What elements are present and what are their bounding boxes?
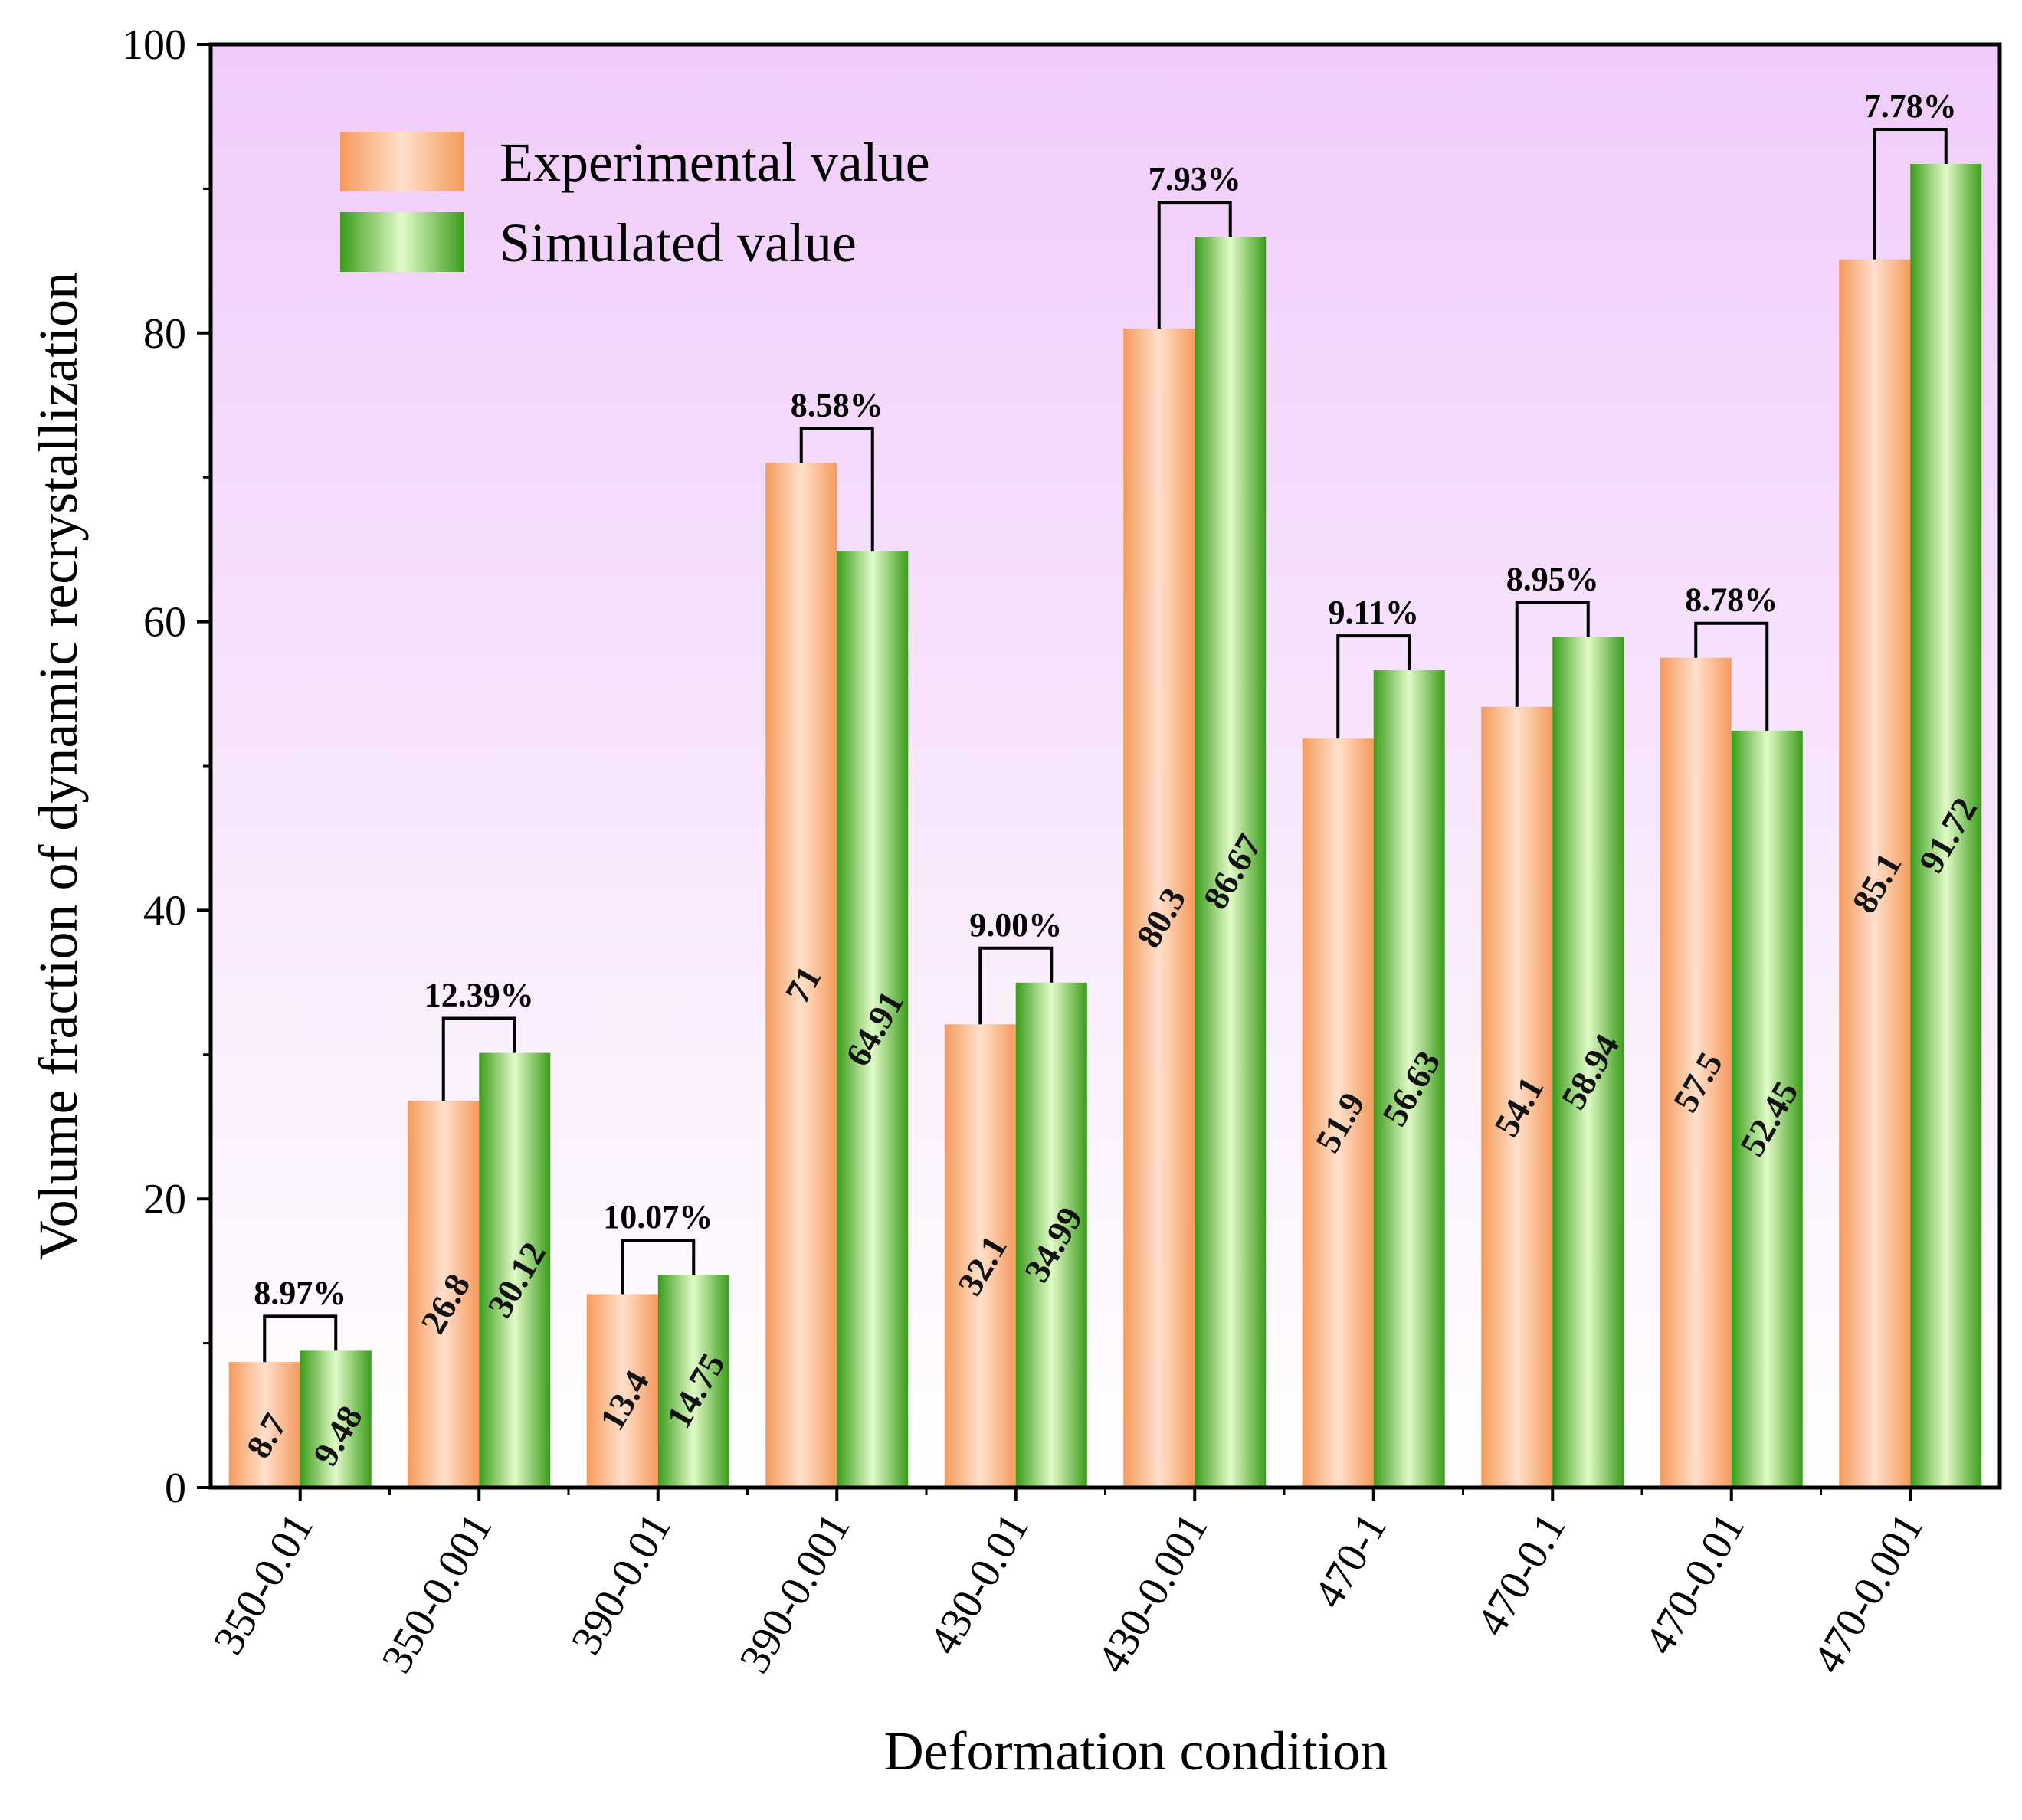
error-bracket [799,427,874,552]
experimental-bar [586,1294,658,1488]
simulated-bar [837,551,909,1488]
error-percent-label: 12.39% [424,977,534,1014]
error-bracket [1336,634,1411,739]
error-percent-label: 7.93% [1149,160,1241,198]
simulated-bar [300,1350,372,1488]
error-percent-label: 9.00% [969,906,1062,944]
x-tick-label: 390-0.01 [562,1506,680,1663]
x-axis-title: Deformation condition [884,1720,1388,1782]
error-bracket [1515,601,1590,707]
error-percent-label: 8.58% [791,386,883,424]
error-bracket [621,1239,696,1295]
simulated-bar [1552,637,1624,1488]
experimental-bar [1481,706,1553,1488]
error-percent-label: 9.11% [1328,594,1419,631]
error-bracket [978,946,1054,1025]
error-brackets-layer: 8.97% 12.39% 10.07% 8.58% 9.00% 7.93% 9.11% 8.9… [254,87,1957,1363]
y-tick-label: 20 [143,1176,186,1223]
legend-label-experimental: Experimental value [500,132,930,193]
y-tick-label: 40 [143,887,186,935]
simulated-bar [479,1052,551,1488]
experimental-bar [408,1101,480,1488]
x-tick-label: 350-0.01 [205,1506,323,1663]
experimental-bar [944,1024,1016,1488]
experimental-bar [765,463,837,1488]
y-tick-label: 0 [165,1465,186,1512]
x-tick-label: 470-0.1 [1467,1506,1575,1645]
experimental-bar [1660,657,1732,1488]
simulated-bar [1373,670,1445,1488]
simulated-bar [1015,982,1087,1488]
error-bracket [441,1016,516,1101]
error-percent-label: 8.78% [1685,581,1778,619]
error-bracket [1873,127,1948,260]
simulated-bar [657,1275,729,1488]
x-tick-label: 430-0.01 [920,1506,1038,1663]
y-tick-label: 100 [122,21,186,69]
error-percent-label: 10.07% [603,1198,713,1236]
experimental-bar [1302,738,1374,1488]
x-axis: 350-0.01 350-0.001 390-0.01 390-0.001 430-0.… [205,1488,1933,1681]
y-tick-label: 60 [143,599,186,646]
x-tick-label: 470-1 [1305,1506,1396,1616]
legend-label-simulated: Simulated value [500,212,857,273]
experimental-bar [1839,259,1911,1488]
bars-layer [228,163,1982,1488]
error-percent-label: 8.97% [254,1274,346,1311]
simulated-bar [1195,237,1267,1488]
y-axis-title: Volume fraction of dynamic recrystalliza… [28,272,89,1260]
simulated-bar [1731,730,1803,1488]
y-tick-label: 80 [143,310,186,358]
error-bracket [263,1314,338,1363]
x-tick-label: 350-0.001 [372,1506,501,1681]
error-bracket [1694,621,1769,731]
legend: Experimental value Simulated value [340,132,930,273]
x-tick-label: 470-0.001 [1804,1506,1932,1681]
experimental-bar [1123,329,1195,1488]
experimental-bar [228,1362,300,1488]
error-bracket [1157,201,1232,329]
y-axis: 0 20 40 60 80 100 [122,21,211,1512]
x-tick-label: 390-0.001 [730,1506,859,1681]
error-percent-label: 7.78% [1864,87,1957,125]
legend-swatch-simulated [340,212,464,272]
error-percent-label: 8.95% [1506,561,1599,598]
x-tick-label: 470-0.01 [1636,1506,1754,1663]
x-tick-label: 430-0.001 [1088,1506,1217,1681]
legend-swatch-experimental [340,132,464,191]
simulated-bar [1910,163,1982,1488]
